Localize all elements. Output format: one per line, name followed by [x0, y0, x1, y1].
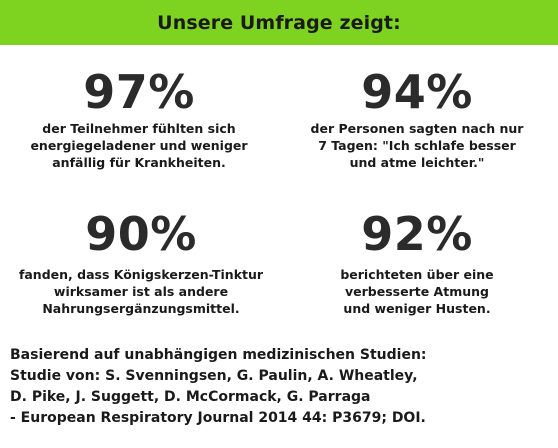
banner-title: Unsere Umfrage zeigt: [157, 11, 401, 34]
source-citation: Basierend auf unabhängigen medizinischen… [10, 345, 550, 429]
source-line: Studie von: S. Svenningsen, G. Paulin, A… [10, 368, 418, 384]
stat-block-2: 94% der Personen sagten nach nur 7 Tagen… [282, 66, 552, 171]
source-line: Basierend auf unabhängigen medizinischen… [10, 347, 427, 363]
stat-caption: der Personen sagten nach nur 7 Tagen: "I… [310, 121, 524, 170]
stat-block-4: 92% berichteten über eine verbesserte At… [282, 208, 552, 317]
stat-caption: fanden, dass Königskerzen-Tinktur wirksa… [18, 267, 264, 316]
stat-caption: berichteten über eine verbesserte Atmung… [340, 267, 494, 316]
source-line: D. Pike, J. Suggett, D. McCormack, G. Pa… [10, 389, 371, 405]
stat-block-3: 90% fanden, dass Königskerzen-Tinktur wi… [0, 208, 282, 317]
stat-value: 92% [361, 207, 473, 261]
source-line: - European Respiratory Journal 2014 44: … [10, 410, 426, 426]
stat-caption: der Teilnehmer fühlten sich energiegelad… [30, 121, 248, 170]
survey-banner: Unsere Umfrage zeigt: [0, 0, 558, 45]
stat-value: 90% [85, 207, 197, 261]
stat-block-1: 97% der Teilnehmer fühlten sich energieg… [10, 66, 268, 171]
stat-value: 94% [361, 65, 473, 119]
stat-value: 97% [83, 65, 195, 119]
